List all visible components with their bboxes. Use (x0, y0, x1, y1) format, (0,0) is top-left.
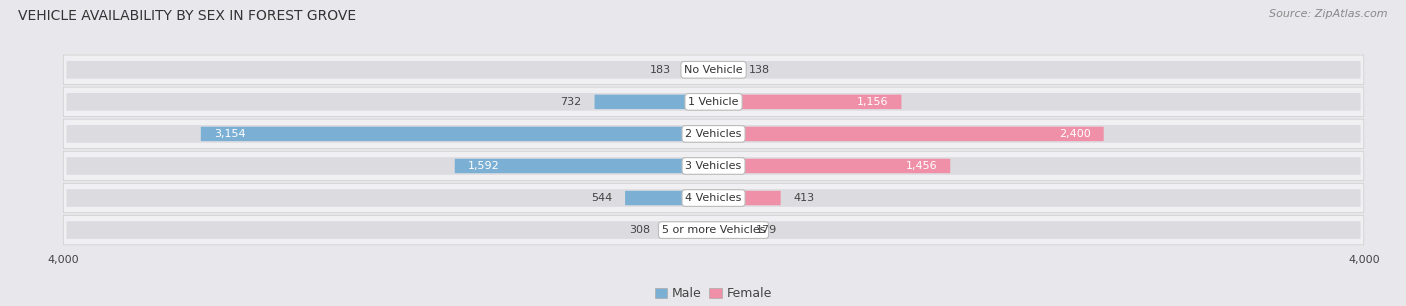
FancyBboxPatch shape (713, 63, 735, 77)
FancyBboxPatch shape (683, 63, 713, 77)
Text: 138: 138 (749, 65, 770, 75)
FancyBboxPatch shape (63, 215, 1364, 245)
Text: 1 Vehicle: 1 Vehicle (689, 97, 738, 107)
Text: VEHICLE AVAILABILITY BY SEX IN FOREST GROVE: VEHICLE AVAILABILITY BY SEX IN FOREST GR… (18, 9, 356, 23)
FancyBboxPatch shape (66, 189, 1361, 207)
FancyBboxPatch shape (713, 95, 901, 109)
Text: 2 Vehicles: 2 Vehicles (685, 129, 742, 139)
FancyBboxPatch shape (595, 95, 713, 109)
FancyBboxPatch shape (63, 55, 1364, 84)
Legend: Male, Female: Male, Female (650, 282, 778, 305)
FancyBboxPatch shape (63, 119, 1364, 149)
Text: 5 or more Vehicles: 5 or more Vehicles (662, 225, 765, 235)
Text: 308: 308 (630, 225, 651, 235)
FancyBboxPatch shape (454, 159, 713, 173)
FancyBboxPatch shape (66, 125, 1361, 143)
FancyBboxPatch shape (626, 191, 713, 205)
Text: 179: 179 (755, 225, 778, 235)
Text: 3 Vehicles: 3 Vehicles (685, 161, 742, 171)
Text: 1,156: 1,156 (858, 97, 889, 107)
Text: 4 Vehicles: 4 Vehicles (685, 193, 742, 203)
FancyBboxPatch shape (713, 223, 742, 237)
FancyBboxPatch shape (713, 159, 950, 173)
FancyBboxPatch shape (664, 223, 713, 237)
FancyBboxPatch shape (201, 127, 713, 141)
Text: 413: 413 (794, 193, 815, 203)
Text: 3,154: 3,154 (214, 129, 246, 139)
Text: No Vehicle: No Vehicle (685, 65, 742, 75)
FancyBboxPatch shape (66, 221, 1361, 239)
Text: 2,400: 2,400 (1059, 129, 1091, 139)
Text: Source: ZipAtlas.com: Source: ZipAtlas.com (1270, 9, 1388, 19)
FancyBboxPatch shape (63, 87, 1364, 117)
Text: 1,592: 1,592 (468, 161, 499, 171)
FancyBboxPatch shape (66, 157, 1361, 175)
Text: 1,456: 1,456 (905, 161, 938, 171)
Text: 732: 732 (560, 97, 582, 107)
FancyBboxPatch shape (713, 127, 1104, 141)
Text: 544: 544 (591, 193, 612, 203)
FancyBboxPatch shape (63, 151, 1364, 181)
Text: 183: 183 (650, 65, 671, 75)
FancyBboxPatch shape (63, 183, 1364, 213)
FancyBboxPatch shape (66, 93, 1361, 111)
FancyBboxPatch shape (713, 191, 780, 205)
FancyBboxPatch shape (66, 61, 1361, 79)
